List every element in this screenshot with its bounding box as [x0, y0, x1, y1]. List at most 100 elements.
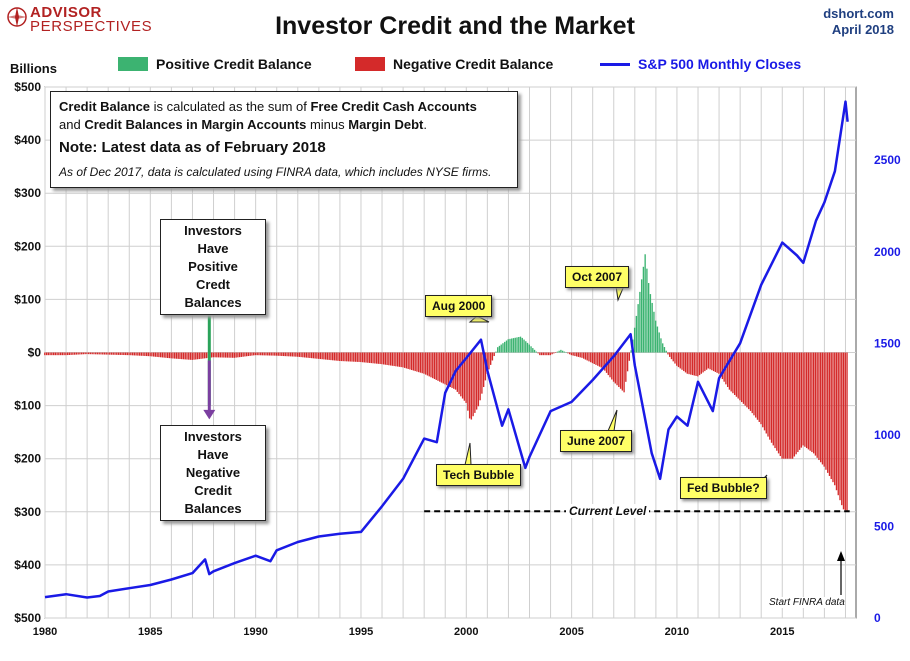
negative-balance-bar — [203, 352, 206, 359]
negative-balance-bar — [486, 352, 488, 374]
negative-balance-bar — [570, 352, 573, 356]
negative-balance-bar — [470, 352, 473, 420]
negative-balance-bar — [453, 352, 455, 389]
positive-balance-bar — [640, 279, 643, 353]
credit-balance-bars — [44, 254, 848, 512]
negative-balance-bar — [756, 352, 759, 420]
negative-balance-bar — [367, 352, 369, 363]
negative-balance-bar — [590, 352, 592, 363]
negative-balance-bar — [753, 352, 755, 416]
negative-balance-bar — [835, 352, 838, 491]
negative-balance-bar — [142, 352, 144, 356]
positive-balance-bar — [516, 337, 518, 353]
negative-balance-bar — [426, 352, 429, 376]
definition-fragment: is calculated as the sum of — [150, 99, 311, 114]
negative-balance-bar — [482, 352, 485, 388]
negative-balance-bar — [490, 352, 492, 365]
compass-logo-icon — [7, 7, 27, 27]
negative-balance-bar — [335, 352, 337, 361]
positive-balance-bar — [535, 351, 537, 353]
negative-balance-bar — [135, 352, 137, 356]
negative-balance-bar — [481, 352, 483, 394]
current-level-label: Current Level — [566, 504, 650, 518]
negative-balance-bar — [256, 352, 258, 356]
negative-balance-bar — [825, 352, 827, 470]
negative-balance-bar — [546, 352, 548, 356]
negative-balance-bar — [231, 352, 234, 358]
negative-balance-bar — [686, 352, 688, 374]
negative-balance-bar — [405, 352, 408, 369]
negative-balance-bar — [102, 352, 104, 355]
negative-balance-bar — [126, 352, 128, 356]
negative-balance-bar — [572, 352, 574, 356]
positive-balance-bar — [519, 336, 522, 353]
negative-balance-bar — [584, 352, 587, 360]
negative-balance-bar — [574, 352, 576, 357]
negative-balance-bar — [804, 352, 806, 447]
negative-balance-bar — [177, 352, 179, 359]
positive-balance-bar — [525, 341, 527, 353]
negative-balance-bar — [214, 352, 216, 358]
positive-balance-bar — [665, 350, 667, 353]
negative-balance-bar — [677, 352, 680, 368]
logo-name: ADVISOR — [30, 4, 102, 21]
negative-balance-bar — [309, 352, 311, 358]
negative-balance-bar — [389, 352, 392, 366]
negative-balance-bar — [296, 352, 299, 357]
negative-balance-bar — [77, 352, 79, 355]
negative-balance-bar — [184, 352, 186, 360]
negative-balance-bar — [391, 352, 394, 366]
negative-balance-bar — [145, 352, 148, 357]
negative-balance-bar — [403, 352, 406, 368]
negative-balance-bar — [758, 352, 760, 422]
negative-balance-bar — [728, 352, 731, 390]
negative-balance-bar — [100, 352, 102, 355]
negative-balance-bar — [202, 352, 204, 359]
legend-negative-label: Negative Credit Balance — [393, 56, 554, 72]
negative-balance-bar — [474, 352, 476, 413]
negative-balance-bar — [579, 352, 581, 358]
negative-balance-bar — [619, 352, 622, 389]
negative-balance-bar — [814, 352, 817, 456]
legend-sp500: S&P 500 Monthly Closes — [600, 56, 801, 72]
negative-balance-bar — [832, 352, 834, 483]
negative-balance-bar — [811, 352, 813, 453]
positive-balance-bar — [505, 340, 508, 353]
negative-arrow-head — [203, 409, 216, 420]
negative-balance-bar — [688, 352, 690, 375]
negative-balance-bar — [751, 352, 753, 414]
negative-balance-bar — [746, 352, 748, 408]
negative-balance-bar — [200, 352, 202, 359]
negative-balance-bar — [346, 352, 348, 362]
negative-balance-bar — [475, 352, 478, 410]
negative-balance-bar — [333, 352, 336, 361]
negative-balance-bar — [790, 352, 792, 459]
negative-balance-bar — [762, 352, 764, 428]
negative-balance-bar — [382, 352, 385, 365]
negative-balance-bar — [465, 352, 467, 403]
definition-text: Credit Balance is calculated as the sum … — [59, 98, 509, 134]
negative-balance-bar — [714, 352, 717, 372]
negative-balance-bar — [221, 352, 223, 358]
negative-balance-bar — [105, 352, 107, 355]
positive-balance-bar — [497, 347, 499, 353]
negative-balance-bar — [807, 352, 810, 450]
negative-balance-bar — [277, 352, 279, 356]
negative-balance-bar — [305, 352, 308, 358]
negative-balance-bar — [625, 352, 627, 382]
positive-balance-bar — [644, 254, 646, 353]
legend-sp500-swatch — [600, 62, 630, 66]
negative-balance-bar — [723, 352, 725, 382]
negative-balance-bar — [604, 352, 606, 371]
positive-balance-bar — [651, 302, 653, 353]
negative-balance-bar — [705, 352, 708, 370]
negative-balance-bar — [439, 352, 441, 382]
negative-balance-bar — [47, 352, 49, 356]
negative-balance-bar — [361, 352, 364, 363]
positive-balance-bar — [507, 339, 509, 353]
negative-balance-bar — [839, 352, 841, 501]
positive-balance-bar — [500, 344, 502, 353]
negative-balance-bar — [444, 352, 446, 385]
negative-balance-bar — [609, 352, 611, 378]
negative-balance-bar — [412, 352, 415, 371]
